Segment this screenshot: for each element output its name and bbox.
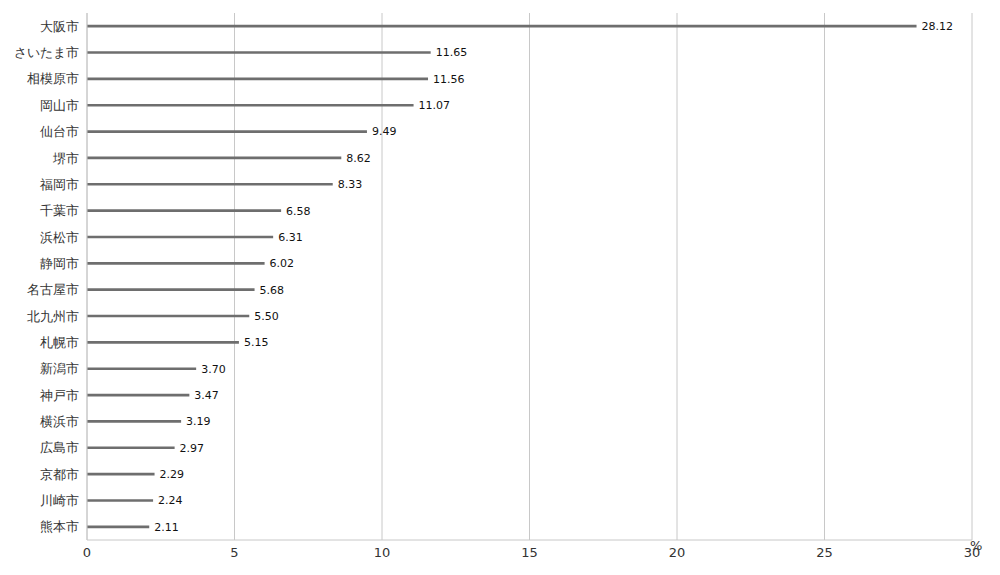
svg-text:3.47: 3.47 [194, 389, 219, 402]
svg-text:横浜市: 横浜市 [40, 414, 79, 429]
svg-text:広島市: 広島市 [40, 440, 79, 455]
svg-text:20: 20 [669, 545, 686, 560]
svg-text:11.65: 11.65 [436, 46, 468, 59]
svg-text:川崎市: 川崎市 [40, 493, 79, 508]
svg-text:5: 5 [230, 545, 238, 560]
svg-text:相模原市: 相模原市 [27, 71, 79, 86]
svg-text:3.19: 3.19 [186, 415, 211, 428]
svg-text:2.11: 2.11 [154, 521, 179, 534]
svg-text:6.02: 6.02 [270, 257, 295, 270]
svg-text:2.97: 2.97 [180, 442, 205, 455]
svg-text:名古屋市: 名古屋市 [27, 282, 79, 297]
svg-text:2.29: 2.29 [160, 468, 185, 481]
svg-text:3.70: 3.70 [201, 363, 226, 376]
svg-text:札幌市: 札幌市 [40, 335, 79, 350]
svg-text:新潟市: 新潟市 [40, 361, 79, 376]
svg-text:28.12: 28.12 [922, 20, 954, 33]
svg-text:%: % [970, 538, 982, 553]
svg-text:北九州市: 北九州市 [27, 309, 79, 324]
svg-text:8.62: 8.62 [346, 152, 371, 165]
svg-text:6.58: 6.58 [286, 205, 311, 218]
svg-text:静岡市: 静岡市 [40, 256, 79, 271]
svg-text:京都市: 京都市 [40, 467, 79, 482]
svg-text:岡山市: 岡山市 [40, 98, 79, 113]
svg-text:9.49: 9.49 [372, 125, 397, 138]
svg-text:10: 10 [374, 545, 391, 560]
svg-text:大阪市: 大阪市 [40, 19, 79, 34]
svg-text:5.15: 5.15 [244, 336, 268, 349]
svg-text:神戸市: 神戸市 [40, 388, 79, 403]
svg-text:堺市: 堺市 [52, 151, 79, 166]
svg-text:5.50: 5.50 [254, 310, 279, 323]
svg-text:福岡市: 福岡市 [40, 177, 79, 192]
svg-text:さいたま市: さいたま市 [14, 45, 79, 60]
svg-text:6.31: 6.31 [278, 231, 303, 244]
svg-text:0: 0 [83, 545, 91, 560]
svg-text:5.68: 5.68 [260, 284, 285, 297]
svg-text:浜松市: 浜松市 [40, 230, 79, 245]
svg-text:千葉市: 千葉市 [40, 203, 79, 218]
svg-text:2.24: 2.24 [158, 494, 183, 507]
svg-text:11.07: 11.07 [419, 99, 451, 112]
svg-text:25: 25 [816, 545, 833, 560]
svg-text:11.56: 11.56 [433, 73, 465, 86]
svg-text:仙台市: 仙台市 [40, 124, 79, 139]
svg-text:熊本市: 熊本市 [40, 519, 79, 534]
svg-text:8.33: 8.33 [338, 178, 363, 191]
svg-text:15: 15 [521, 545, 538, 560]
